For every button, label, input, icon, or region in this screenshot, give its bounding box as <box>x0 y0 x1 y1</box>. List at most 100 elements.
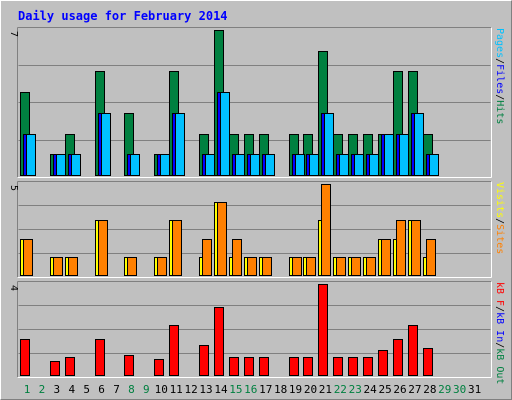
series-label-part: kB Out <box>494 348 505 384</box>
x-tick-label-21: 21 <box>319 383 332 396</box>
bar-pages-day-27 <box>414 113 424 176</box>
series-label-part: Pages <box>494 28 505 58</box>
bar-kb-f-day-10 <box>154 359 164 376</box>
x-tick-label-26: 26 <box>393 383 406 396</box>
bar-pages-day-20 <box>309 154 319 176</box>
x-tick-label-25: 25 <box>378 383 391 396</box>
bar-sites-day-13 <box>202 239 212 276</box>
x-tick-label-10: 10 <box>155 383 168 396</box>
bar-sites-day-26 <box>396 220 406 276</box>
series-label-part: / <box>494 306 505 312</box>
bar-kb-f-day-25 <box>378 350 388 376</box>
bar-sites-day-16 <box>247 257 257 276</box>
bar-kb-f-day-24 <box>363 357 373 376</box>
series-label-part: Files <box>494 64 505 94</box>
bar-pages-day-13 <box>205 154 215 176</box>
x-tick-label-2: 2 <box>39 383 46 396</box>
bar-sites-day-25 <box>381 239 391 276</box>
bar-kb-f-day-23 <box>348 357 358 376</box>
series-label-part: Sites <box>494 224 505 254</box>
panel-3-series-label: kB F/kB In/kB Out <box>494 282 505 384</box>
x-tick-label-20: 20 <box>304 383 317 396</box>
x-tick-label-1: 1 <box>24 383 31 396</box>
bar-sites-day-4 <box>68 257 78 276</box>
bar-kb-f-day-3 <box>50 361 60 376</box>
bar-kb-f-day-26 <box>393 339 403 376</box>
series-label-part: Hits <box>494 100 505 124</box>
bar-kb-f-day-19 <box>289 357 299 376</box>
bar-sites-day-23 <box>351 257 361 276</box>
panel-3-ymax-label: 4 <box>8 285 19 291</box>
series-label-part: kB F <box>494 282 505 306</box>
bar-kb-f-day-11 <box>169 325 179 376</box>
bar-kb-f-day-22 <box>333 357 343 376</box>
x-tick-label-16: 16 <box>244 383 257 396</box>
x-tick-label-11: 11 <box>170 383 183 396</box>
bar-pages-day-16 <box>250 154 260 176</box>
series-label-part: / <box>494 342 505 348</box>
bar-kb-f-day-8 <box>124 355 134 376</box>
series-label-part: Visits <box>494 182 505 218</box>
bar-pages-day-4 <box>71 154 81 176</box>
bar-sites-day-27 <box>411 220 421 276</box>
bar-pages-day-23 <box>354 154 364 176</box>
bar-pages-day-14 <box>220 92 230 176</box>
x-tick-label-9: 9 <box>143 383 150 396</box>
bar-pages-day-6 <box>101 113 111 176</box>
bar-sites-day-11 <box>172 220 182 276</box>
bar-sites-day-8 <box>127 257 137 276</box>
x-tick-label-22: 22 <box>334 383 347 396</box>
bar-pages-day-3 <box>56 154 66 176</box>
x-tick-label-23: 23 <box>349 383 362 396</box>
bar-pages-day-24 <box>369 154 379 176</box>
bar-sites-day-17 <box>262 257 272 276</box>
bar-sites-day-21 <box>321 184 331 276</box>
bar-kb-f-day-14 <box>214 307 224 376</box>
x-tick-label-29: 29 <box>438 383 451 396</box>
bar-kb-f-day-13 <box>199 345 209 376</box>
bar-sites-day-28 <box>426 239 436 276</box>
x-tick-label-8: 8 <box>128 383 135 396</box>
series-label-part: / <box>494 218 505 224</box>
bar-kb-f-day-16 <box>244 357 254 376</box>
bar-pages-day-28 <box>429 154 439 176</box>
bar-pages-day-21 <box>324 113 334 176</box>
bar-pages-day-26 <box>399 134 409 176</box>
x-tick-label-14: 14 <box>214 383 228 396</box>
x-tick-label-27: 27 <box>408 383 421 396</box>
panel-1-ymax-label: 7 <box>8 31 19 37</box>
bar-kb-f-day-1 <box>20 339 30 376</box>
panel-3-border <box>17 281 492 378</box>
series-label-part: / <box>494 94 505 100</box>
panel-2-series-label: Visits/Sites <box>494 182 505 254</box>
x-tick-label-15: 15 <box>229 383 242 396</box>
bar-pages-day-10 <box>160 154 170 176</box>
chart-title: Daily usage for February 2014 <box>18 9 228 23</box>
bar-pages-day-1 <box>26 134 36 176</box>
series-label-part: kB In <box>494 312 505 342</box>
x-tick-label-4: 4 <box>68 383 75 396</box>
panel-2-border <box>17 181 492 278</box>
x-tick-label-7: 7 <box>113 383 120 396</box>
bar-kb-f-day-28 <box>423 348 433 376</box>
x-tick-label-12: 12 <box>184 383 197 396</box>
bar-sites-day-24 <box>366 257 376 276</box>
x-tick-label-6: 6 <box>98 383 105 396</box>
x-tick-label-18: 18 <box>274 383 287 396</box>
x-tick-label-28: 28 <box>423 383 436 396</box>
series-label-part: / <box>494 58 505 64</box>
bar-pages-day-15 <box>235 154 245 176</box>
x-tick-label-5: 5 <box>83 383 90 396</box>
x-tick-label-30: 30 <box>453 383 466 396</box>
bar-sites-day-19 <box>292 257 302 276</box>
bar-kb-f-day-4 <box>65 357 75 376</box>
bar-sites-day-10 <box>157 257 167 276</box>
bar-kb-f-day-15 <box>229 357 239 376</box>
bar-sites-day-1 <box>23 239 33 276</box>
panel-1-border <box>17 27 492 178</box>
x-tick-label-17: 17 <box>259 383 272 396</box>
bar-kb-f-day-17 <box>259 357 269 376</box>
bar-sites-day-20 <box>306 257 316 276</box>
bar-kb-f-day-21 <box>318 284 328 376</box>
